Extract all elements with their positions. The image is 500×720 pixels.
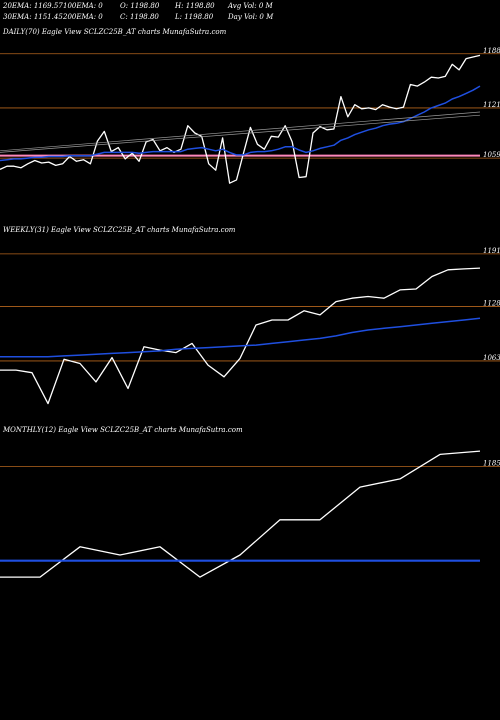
avg-vol-readout: Avg Vol: 0 M: [228, 2, 273, 10]
daily-ema_thin1-line: [0, 114, 481, 153]
low-readout: L: 1198.80: [175, 13, 214, 21]
close-readout: C: 1198.80: [120, 13, 159, 21]
high-readout: H: 1198.80: [175, 2, 215, 10]
ema200-readout: 200EMA: 0: [63, 13, 103, 21]
ema20-readout: 20EMA: 1169.57: [3, 2, 63, 10]
monthly-ytick-label: 1185: [483, 460, 500, 468]
daily-panel-title: DAILY(70) Eagle View SCLZC25B_AT charts …: [3, 28, 227, 36]
weekly-ytick-label: 1128: [483, 300, 500, 308]
daily-ytick-label: 1059: [483, 151, 500, 159]
weekly-ema-line: [0, 317, 481, 358]
daily-ema_thin2-line: [0, 111, 481, 152]
daily-price-line: [0, 54, 481, 184]
weekly-ytick-label: 1191: [483, 247, 500, 255]
ema100-readout: 100EMA: 0: [63, 2, 103, 10]
daily-ytick-label: 1121: [483, 101, 500, 109]
monthly-panel-title: MONTHLY(12) Eagle View SCLZC25B_AT chart…: [3, 426, 243, 434]
daily-ema-line: [0, 85, 481, 162]
day-vol-readout: Day Vol: 0 M: [228, 13, 274, 21]
ema30-readout: 30EMA: 1151.45: [3, 13, 63, 21]
weekly-price-line: [0, 267, 481, 405]
open-readout: O: 1198.80: [120, 2, 160, 10]
daily-ytick-label: 1188: [483, 47, 500, 55]
monthly-price-line: [0, 450, 481, 578]
weekly-panel-title: WEEKLY(31) Eagle View SCLZC25B_AT charts…: [3, 226, 236, 234]
weekly-ytick-label: 1063: [483, 354, 500, 362]
